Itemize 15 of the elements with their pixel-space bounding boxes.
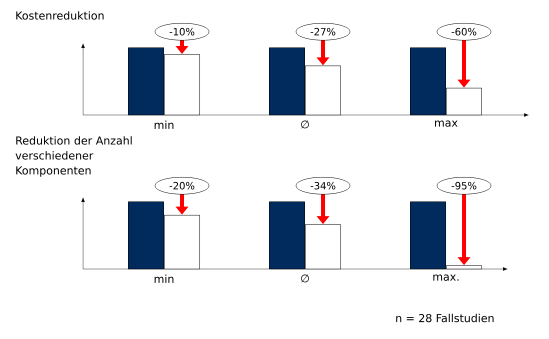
x-tick-label: max <box>435 120 458 127</box>
chart-title: Reduktion der Anzahl verschiedener Komponenten <box>16 136 132 177</box>
text: -60% <box>452 28 476 36</box>
chart-title: Kostenreduktion <box>16 11 104 20</box>
x-tick-label: ∅ <box>301 120 309 128</box>
x-tick-label: ∅ <box>301 274 309 282</box>
text: -20% <box>170 182 194 190</box>
x-tick-label: min <box>154 120 174 129</box>
text: -10% <box>170 28 194 36</box>
text: -95% <box>452 182 476 190</box>
text: -27% <box>310 28 336 36</box>
x-tick-label: max. <box>433 274 459 281</box>
text: n = 28 Fallstudien <box>396 314 494 322</box>
text: -34% <box>310 182 336 190</box>
x-tick-label: min <box>154 274 174 283</box>
